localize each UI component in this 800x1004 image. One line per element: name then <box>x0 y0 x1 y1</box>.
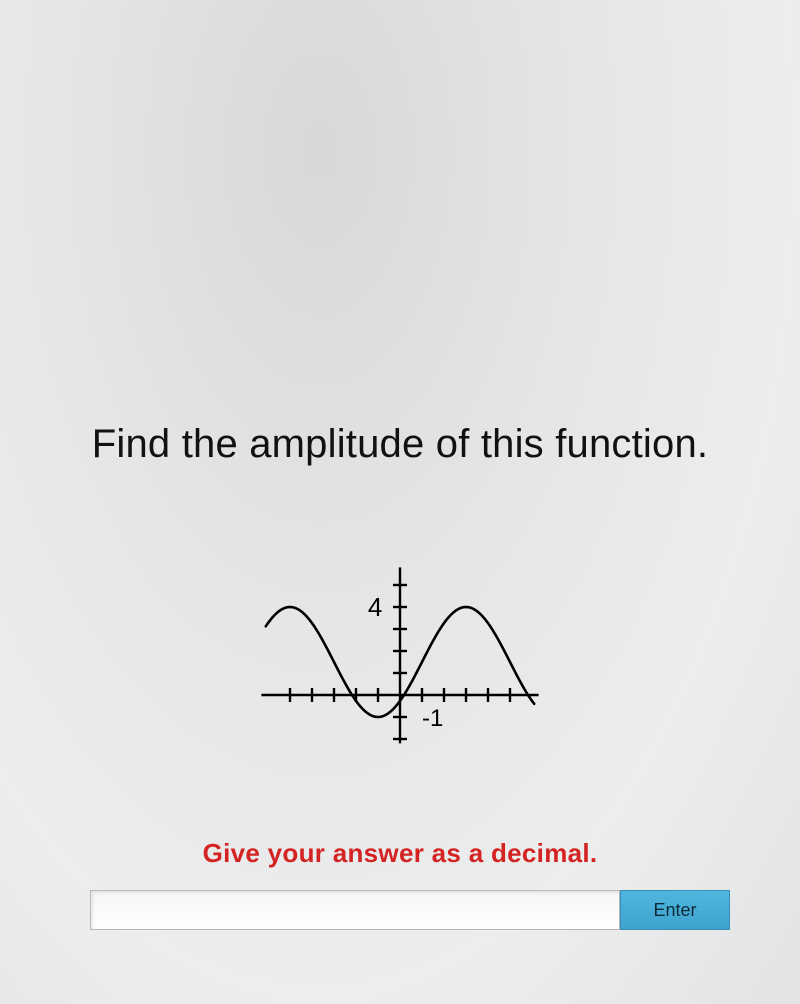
svg-text:-1: -1 <box>422 705 443 732</box>
amplitude-chart: 4 -1 <box>235 490 565 780</box>
answer-row: Enter <box>90 890 730 930</box>
answer-input[interactable] <box>90 890 620 930</box>
svg-text:4: 4 <box>368 592 382 622</box>
page-root: Find the amplitude of this function. 4 -1… <box>0 0 800 1004</box>
instruction-text: Give your answer as a decimal. <box>0 838 800 869</box>
question-text: Find the amplitude of this function. <box>0 422 800 467</box>
chart-container: 4 -1 <box>0 490 800 785</box>
enter-button[interactable]: Enter <box>620 890 730 930</box>
